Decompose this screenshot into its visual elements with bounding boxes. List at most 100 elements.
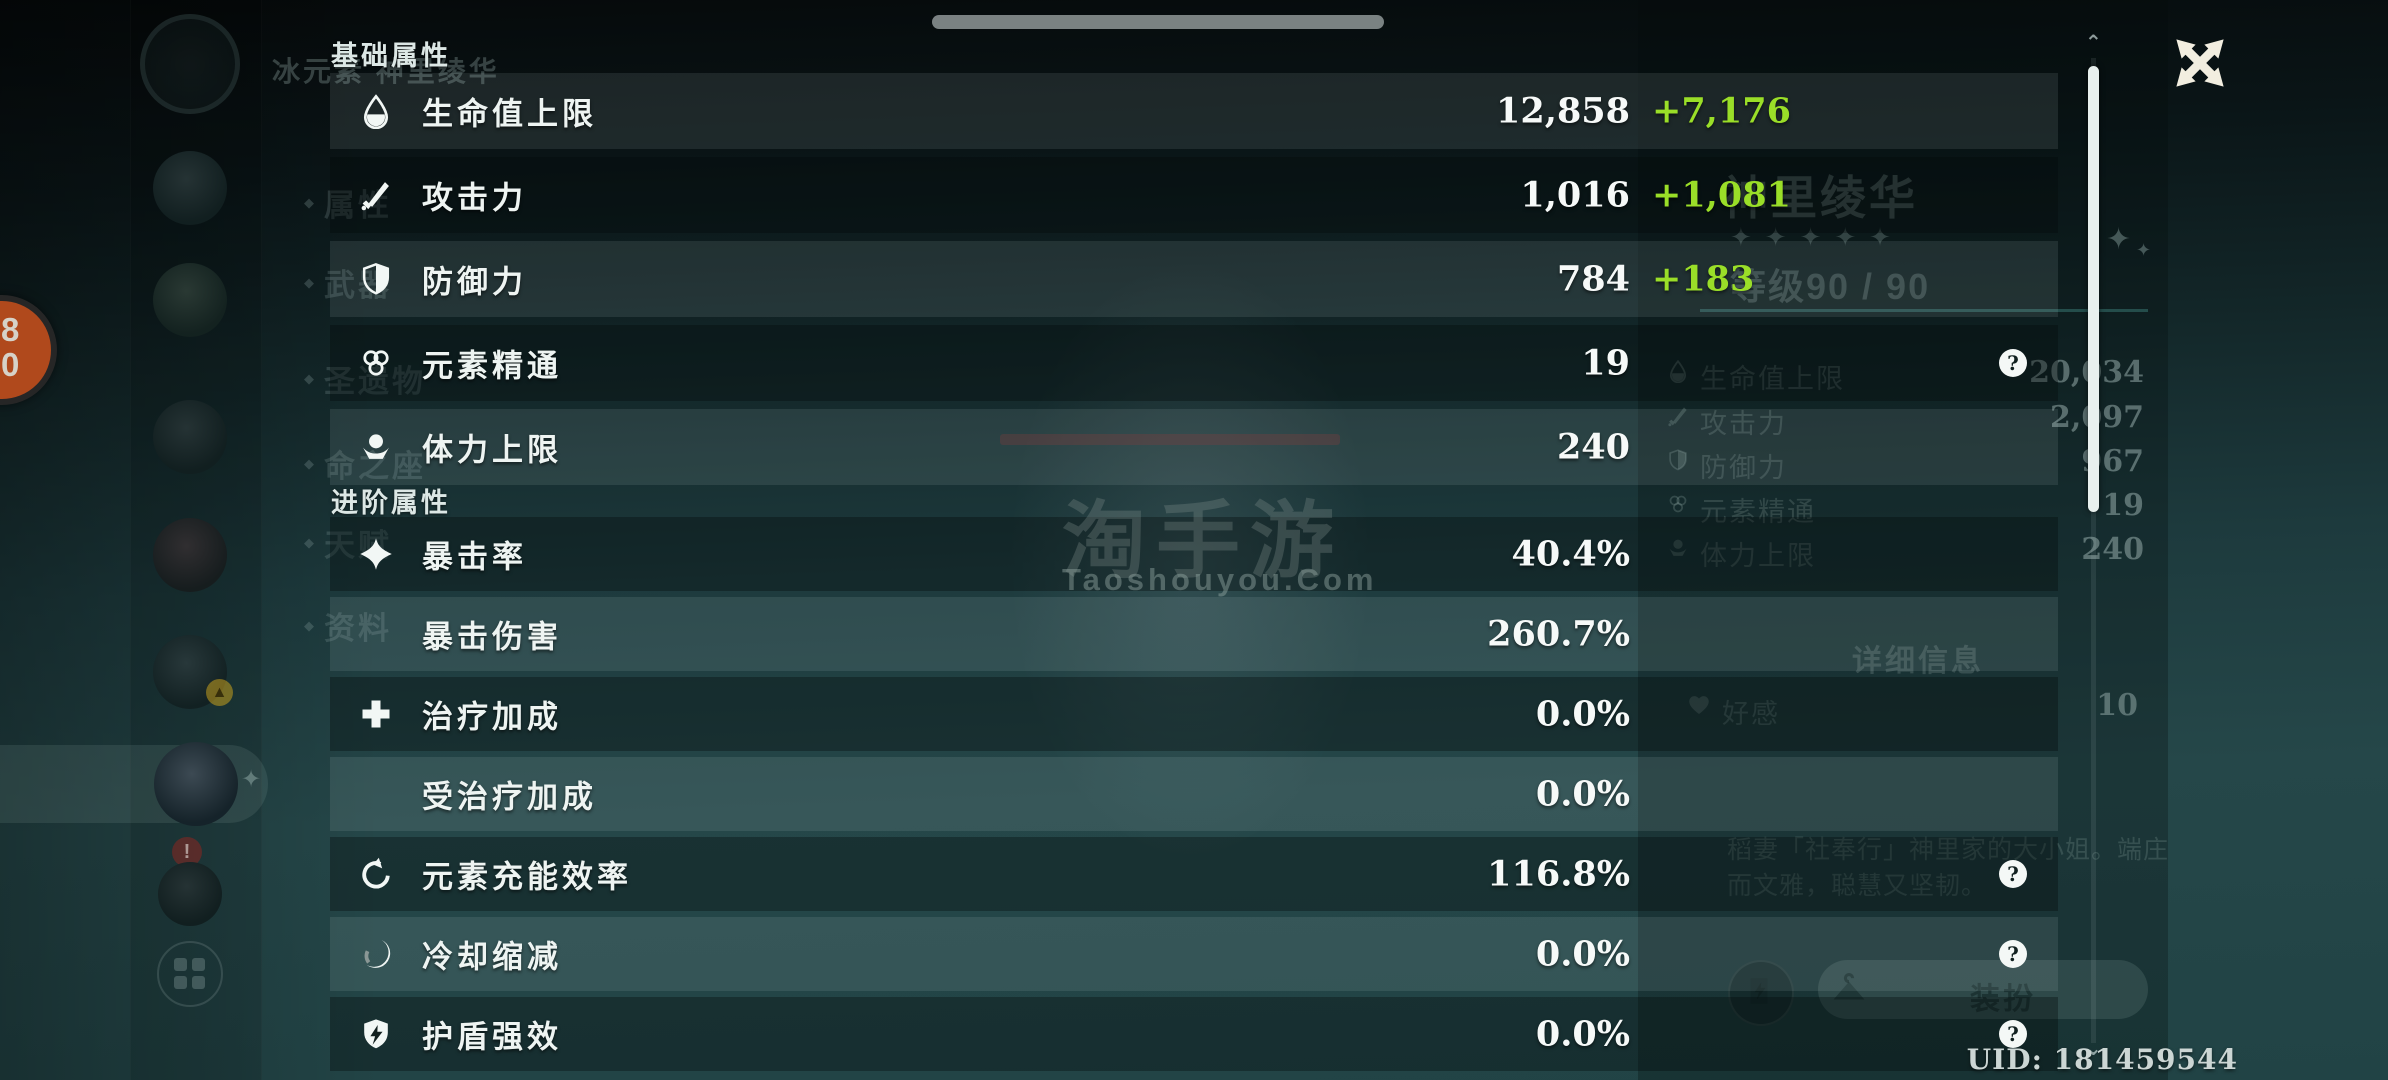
svg-text:?: ? [2007,942,2019,966]
stat-row: 体力上限 240 [330,409,2058,485]
rarity-stars: ✦✦✦✦✦ [1730,222,1904,252]
background-menu-label: 圣遗物 [324,364,426,399]
stat-row: 暴击率 40.4% [330,517,2058,591]
friendship-label: 好感 [1722,699,1780,729]
uid-label: UID: 181459544 [1966,1043,2238,1076]
stat-value: 1,016 [1520,174,1630,216]
diamond-icon: ◆ [304,534,314,550]
element-character-title: 冰元素 神里绫华 [272,56,500,87]
stat-label: 治疗加成 [422,699,562,735]
avatar-selected [154,742,238,826]
atk-icon [358,177,394,213]
svg-text:?: ? [2007,351,2019,375]
stat-label: 暴击率 [422,539,527,575]
stat-bonus-value: +183 [1652,258,1755,300]
background-menu-item: ◆ 圣遗物 [304,356,426,401]
hp-icon [358,93,394,129]
avatar [153,400,227,474]
stat-value: 19 [1581,342,1630,384]
stat-row: 攻击力 1,016 +1,081 [330,157,2058,233]
avatar [153,635,227,709]
background-art-accent [1000,434,1340,445]
background-stat-value: 240 [2081,532,2144,567]
selected-sparkle-icon: ✦ [241,766,262,793]
stat-value: 40.4% [1511,533,1630,575]
scroll-up-icon[interactable]: ⌃ [2085,30,2102,54]
background-stat-label: 防御力 [1700,453,1787,483]
scrollbar-track [2091,58,2096,1043]
stat-label: 暴击伤害 [422,619,562,655]
watermark-en: Taoshouyou.Com [1062,562,1378,597]
top-drag-handle[interactable] [932,15,1384,29]
shield-strength-icon [358,1016,394,1052]
close-button[interactable] [2172,35,2228,91]
close-icon [2176,39,2224,87]
stat-label: 防御力 [422,264,527,300]
def-icon [358,261,394,297]
background-menu-label: 资料 [324,611,392,646]
stat-label: 冷却缩减 [422,939,562,975]
dress-up-button: 装扮 [1818,960,2148,1019]
diamond-icon: ◆ [304,194,314,210]
advanced-attributes-header: 进阶属性 [331,488,451,518]
character-info-panel-shade [1638,0,2168,1080]
stat-row: 护盾强效 0.0%? [330,997,2058,1071]
hp-icon [1666,359,1690,383]
stat-row: 元素精通 19? [330,325,2058,401]
diamond-icon: ◆ [304,455,314,471]
help-icon[interactable]: ? [1997,347,2029,379]
stat-row: 元素充能效率 116.8%? [330,837,2058,911]
background-stat-row: 生命值上限 20,034 [0,355,2388,394]
stat-label: 受治疗加成 [422,779,597,815]
energy-recharge-icon [358,856,394,892]
avatar [153,518,227,592]
sparkle-icon: ✦ [2136,240,2152,260]
base-attributes-header: 基础属性 [331,41,451,71]
watermark-cn: 淘手游 [1062,494,1345,588]
stat-label: 体力上限 [422,432,562,468]
crit-rate-icon [358,536,394,572]
stat-label: 攻击力 [422,180,527,216]
healing-icon [358,696,394,732]
background-menu-item: ◆ 资料 [304,603,392,648]
background-action-button [1728,960,1794,1026]
background-stat-label: 攻击力 [1700,409,1787,439]
stat-value: 0.0% [1535,933,1630,975]
divider [1700,309,2148,312]
character-name: 神里绫华 [1722,172,1918,224]
elemental-mastery-icon [358,345,394,381]
stat-value: 12,858 [1496,90,1630,132]
atk-icon [1666,404,1690,428]
stat-bonus-value: +1,081 [1652,174,1791,216]
help-icon[interactable]: ? [1997,1018,2029,1050]
character-level: 等级90 / 90 [1730,266,1931,307]
stat-bonus-value: +7,176 [1652,90,1791,132]
friendship-value: 10 [2096,688,2138,723]
stat-value: 784 [1556,258,1630,300]
stat-value: 0.0% [1535,693,1630,735]
scroll-down-icon[interactable]: ⌄ [2085,1036,2102,1060]
stat-value: 116.8% [1487,853,1630,895]
help-icon[interactable]: ? [1997,858,2029,890]
stat-value: 240 [1556,426,1630,468]
def-icon [1666,448,1690,472]
character-description-line: 稻妻「社奉行」神里家的大小姐。端庄 [1727,836,2170,864]
stat-label: 元素精通 [422,348,562,384]
stat-label: 护盾强效 [422,1019,562,1055]
scrollbar-thumb[interactable] [2088,66,2099,512]
diamond-icon: ◆ [304,617,314,633]
stat-value: 0.0% [1535,773,1630,815]
stamina-icon [358,429,394,465]
background-stat-row: 元素精通 19 [0,488,2388,527]
stamina-icon [1666,536,1690,560]
background-stat-label: 体力上限 [1700,541,1816,571]
stat-row: 生命值上限 12,858 +7,176 [330,73,2058,149]
background-stat-label: 元素精通 [1700,497,1816,527]
friendship-heart-icon [1686,692,1712,718]
background-stat-value: 20,034 [2029,355,2144,390]
svg-text:?: ? [2007,862,2019,886]
help-icon[interactable]: ? [1997,938,2029,970]
background-stat-row: 体力上限 240 [0,532,2388,571]
diamond-icon: ◆ [304,274,314,290]
